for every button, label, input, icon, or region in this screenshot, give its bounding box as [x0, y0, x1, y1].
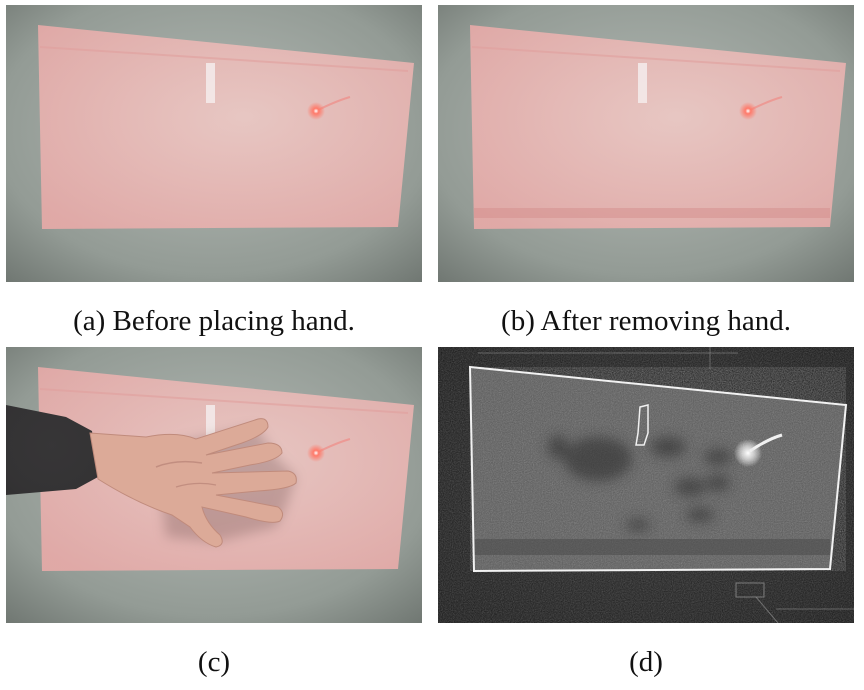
difference-image-render: [438, 347, 854, 623]
wall-fixture: [206, 405, 215, 445]
photo-with-hand: [6, 347, 422, 623]
wall-fixture: [206, 63, 215, 103]
projection-area: [38, 25, 414, 229]
photo-before-hand: [6, 5, 422, 282]
laser-glow: [734, 439, 762, 467]
fixture-outline: [635, 404, 649, 446]
caption-d: (d): [629, 646, 663, 678]
photo-after-hand: [438, 5, 854, 282]
caption-a: (a) Before placing hand.: [73, 305, 355, 337]
laser-dot: [307, 102, 325, 120]
projection-outline: [468, 365, 848, 573]
difference-image: [438, 347, 854, 623]
photo-before-hand-image: [6, 5, 422, 282]
laser-dot: [739, 102, 757, 120]
laser-dot: [307, 444, 325, 462]
projection-area: [470, 25, 846, 229]
hand-imprint: [548, 435, 732, 531]
caption-b: (b) After removing hand.: [501, 305, 791, 337]
photo-after-hand-image: [438, 5, 854, 282]
hand: [89, 418, 297, 548]
wall-fixture: [638, 63, 647, 103]
caption-c: (c): [197, 646, 231, 678]
photo-with-hand-image: [6, 347, 422, 623]
